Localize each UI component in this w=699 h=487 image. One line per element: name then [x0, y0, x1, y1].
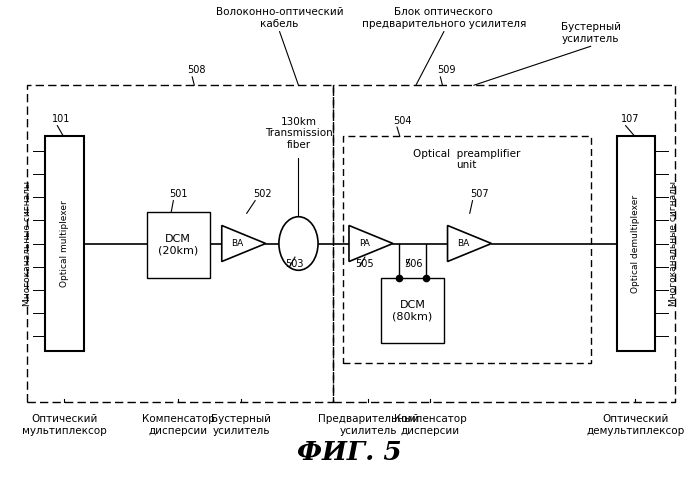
Polygon shape	[447, 225, 491, 262]
Text: Блок оптического
предварительного усилителя: Блок оптического предварительного усилит…	[361, 7, 526, 29]
Text: 507: 507	[470, 188, 489, 199]
Text: 107: 107	[621, 114, 640, 124]
Text: 501: 501	[169, 188, 187, 199]
Text: Optical  preamplifier
unit: Optical preamplifier unit	[413, 149, 520, 170]
Text: DCM
(20km): DCM (20km)	[158, 234, 199, 256]
Text: ФИГ. 5: ФИГ. 5	[297, 440, 402, 465]
Text: Предварительный
усилитель: Предварительный усилитель	[318, 414, 419, 435]
Text: Оптический
мультиплексор: Оптический мультиплексор	[22, 414, 107, 435]
Bar	[333, 85, 675, 402]
Text: Компенсатор
дисперсии: Компенсатор дисперсии	[142, 414, 215, 435]
Text: Компенсатор
дисперсии: Компенсатор дисперсии	[394, 414, 466, 435]
Text: 505: 505	[355, 259, 374, 269]
Bar	[27, 85, 333, 402]
Text: Оптический
демультиплексор: Оптический демультиплексор	[586, 414, 684, 435]
Bar	[45, 136, 84, 351]
Text: 509: 509	[437, 65, 455, 75]
Ellipse shape	[279, 217, 318, 270]
Text: 504: 504	[393, 115, 411, 126]
Text: BA: BA	[231, 239, 243, 248]
Text: 130km
Transmission
fiber: 130km Transmission fiber	[265, 117, 332, 150]
Text: Многоканальные сигналы: Многоканальные сигналы	[669, 181, 677, 306]
Text: Волоконно-оптический
кабель: Волоконно-оптический кабель	[216, 7, 343, 29]
Bar	[381, 278, 444, 343]
Text: Optical multiplexer: Optical multiplexer	[60, 200, 69, 287]
Bar	[147, 212, 210, 278]
Text: Бустерный
усилитель: Бустерный усилитель	[211, 414, 271, 435]
Text: Optical demultiplexer: Optical demultiplexer	[631, 194, 640, 293]
Text: Многоканальные сигналы: Многоканальные сигналы	[23, 181, 31, 306]
Bar	[617, 136, 655, 351]
Text: DCM
(80km): DCM (80km)	[392, 300, 433, 321]
Text: Бустерный
усилитель: Бустерный усилитель	[561, 22, 621, 43]
Polygon shape	[349, 225, 393, 262]
Text: 503: 503	[285, 259, 303, 269]
Text: PA: PA	[359, 239, 370, 248]
Bar	[343, 136, 591, 363]
Text: 101: 101	[52, 114, 71, 124]
Text: 506: 506	[404, 259, 422, 269]
Text: 502: 502	[253, 188, 272, 199]
Polygon shape	[222, 225, 266, 262]
Text: 508: 508	[187, 65, 206, 75]
Text: BA: BA	[457, 239, 469, 248]
